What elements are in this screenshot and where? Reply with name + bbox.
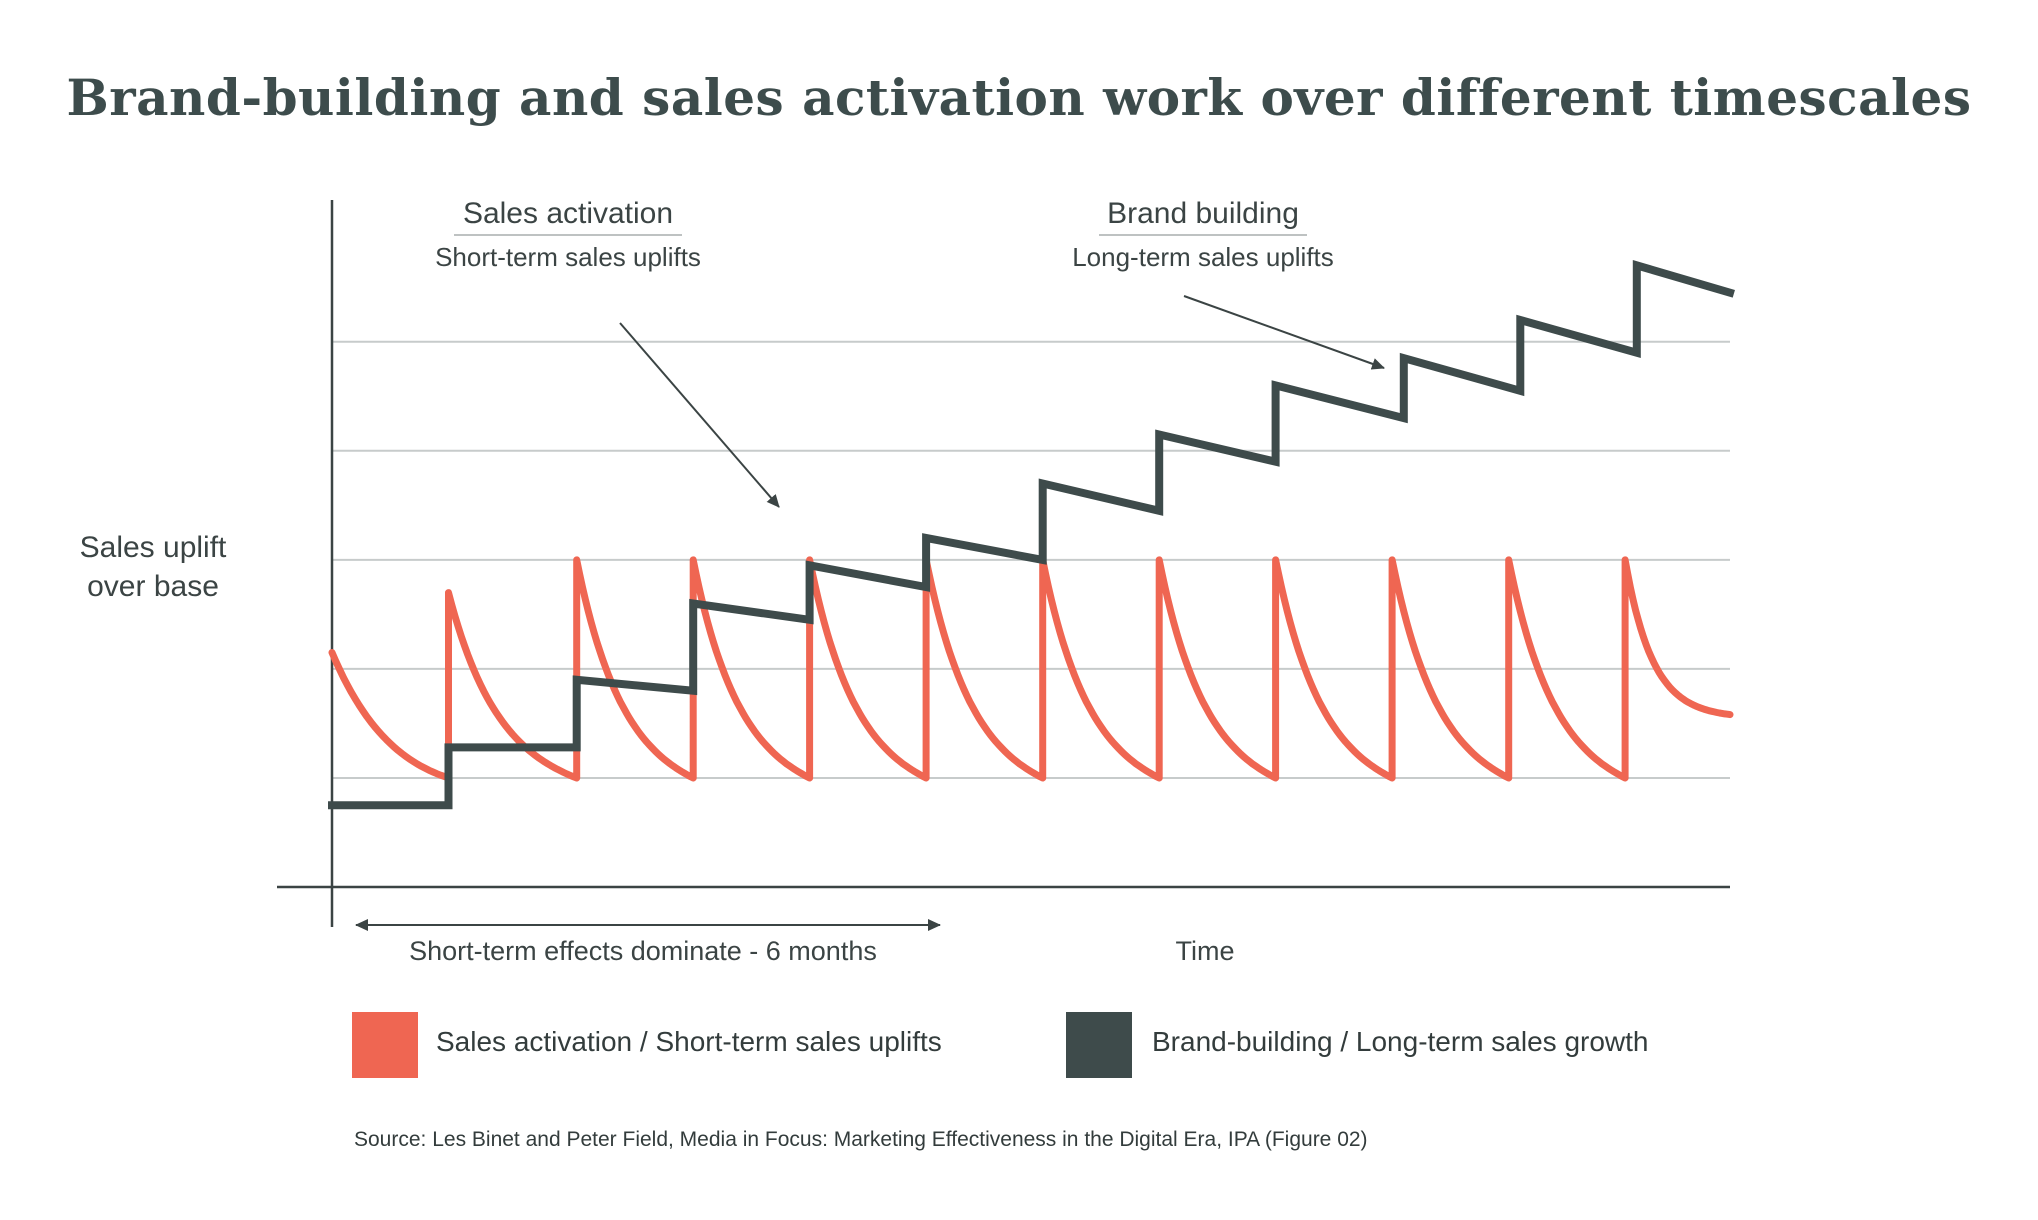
x-axis-label: Time bbox=[1176, 936, 1235, 966]
legend-swatch-brand-building bbox=[1066, 1012, 1132, 1078]
legend-label-sales-activation: Sales activation / Short-term sales upli… bbox=[436, 1026, 942, 1057]
sales-activation-subheading: Short-term sales uplifts bbox=[435, 242, 701, 272]
sales-activation-pointer bbox=[619, 322, 780, 508]
short-term-span-label: Short-term effects dominate - 6 months bbox=[409, 936, 877, 966]
chart-title: Brand-building and sales activation work… bbox=[66, 68, 1972, 127]
y-axis-label-line-2: over base bbox=[87, 570, 219, 603]
y-axis-label-line-1: Sales uplift bbox=[80, 531, 227, 564]
series-brand-building-line bbox=[328, 260, 1735, 810]
series bbox=[328, 260, 1735, 810]
brand-building-pointer bbox=[1183, 295, 1385, 370]
series-sales-activation-line bbox=[328, 556, 1734, 782]
brand-building-subheading: Long-term sales uplifts bbox=[1072, 242, 1334, 272]
legend-label-brand-building: Brand-building / Long-term sales growth bbox=[1152, 1026, 1649, 1057]
source-note: Source: Les Binet and Peter Field, Media… bbox=[354, 1128, 1368, 1151]
brand-building-heading: Brand building bbox=[1107, 197, 1299, 230]
legend-swatch-sales-activation bbox=[352, 1012, 418, 1078]
sales-activation-heading: Sales activation bbox=[463, 197, 673, 230]
